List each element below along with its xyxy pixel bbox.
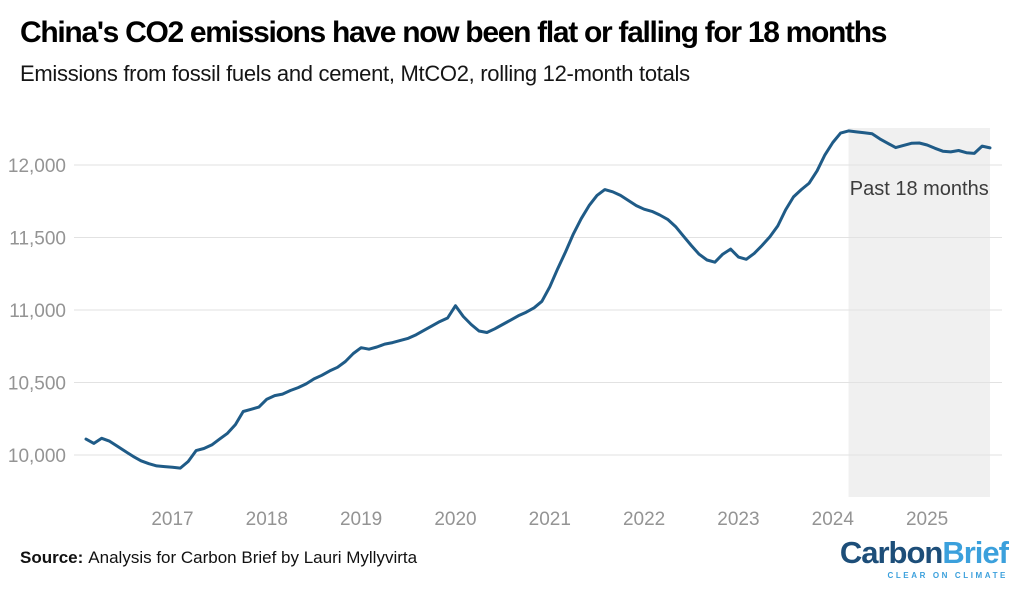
y-tick-label: 11,000 bbox=[9, 301, 66, 322]
x-tick-label: 2017 bbox=[151, 509, 193, 530]
y-tick-label: 10,000 bbox=[8, 446, 66, 467]
highlight-region bbox=[848, 128, 990, 497]
x-tick-label: 2023 bbox=[717, 509, 759, 530]
x-tick-label: 2022 bbox=[623, 509, 665, 530]
logo-wordmark: CarbonBrief bbox=[839, 535, 1009, 570]
x-tick-label: 2018 bbox=[246, 509, 288, 530]
x-tick-label: 2021 bbox=[529, 509, 571, 530]
source-line: Source: Analysis for Carbon Brief by Laur… bbox=[20, 548, 417, 568]
source-label: Source: bbox=[20, 548, 84, 567]
logo-brief: Brief bbox=[942, 535, 1009, 570]
chart-title: China's CO2 emissions have now been flat… bbox=[20, 16, 887, 49]
emissions-chart: 10,000 10,500 11,000 11,500 12,000 2017 2018 20… bbox=[8, 128, 1002, 530]
x-tick-label: 2025 bbox=[906, 509, 948, 530]
logo-carbon: Carbon bbox=[839, 535, 943, 570]
x-tick-label: 2020 bbox=[434, 509, 476, 530]
carbonbrief-logo: CarbonBrief CLEAR ON CLIMATE bbox=[839, 535, 1009, 581]
y-tick-label: 10,500 bbox=[8, 374, 66, 395]
logo-tagline: CLEAR ON CLIMATE bbox=[887, 571, 1008, 581]
emissions-line bbox=[84, 129, 992, 470]
chart-subtitle: Emissions from fossil fuels and cement, … bbox=[20, 61, 690, 86]
y-tick-label: 11,500 bbox=[9, 229, 66, 250]
source-text: Analysis for Carbon Brief by Lauri Mylly… bbox=[88, 548, 418, 567]
x-tick-label: 2024 bbox=[812, 509, 855, 530]
x-tick-label: 2019 bbox=[340, 509, 382, 530]
y-tick-label: 12,000 bbox=[8, 156, 66, 177]
highlight-label: Past 18 months bbox=[850, 178, 989, 200]
